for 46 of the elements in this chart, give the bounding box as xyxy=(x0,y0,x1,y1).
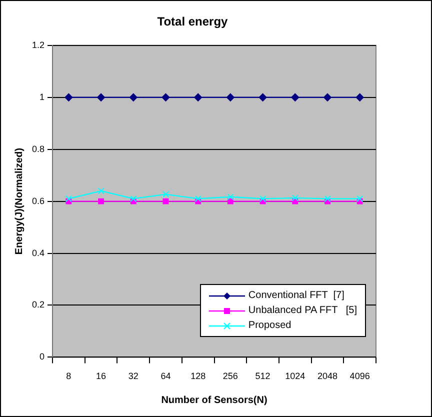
point xyxy=(323,93,332,102)
x-tick-label: 4096 xyxy=(350,371,370,382)
point xyxy=(356,93,364,102)
x-tick-label: 2048 xyxy=(317,371,338,382)
point xyxy=(64,93,73,102)
point xyxy=(98,188,104,194)
y-tick-label: 0.8 xyxy=(32,144,45,154)
point xyxy=(129,93,138,102)
point xyxy=(162,190,170,198)
point xyxy=(194,93,202,102)
x-tick-label: 64 xyxy=(160,371,171,382)
x-tick-label: 32 xyxy=(128,371,138,382)
y-tick-label: 0.6 xyxy=(32,196,45,206)
point xyxy=(259,195,266,202)
point xyxy=(65,195,72,202)
chart-title: Total energy xyxy=(157,14,228,29)
point xyxy=(194,195,202,202)
x-tick-label: 1024 xyxy=(285,371,306,382)
legend-label: Conventional FFT [7] xyxy=(248,290,344,302)
y-tick-label: 0.2 xyxy=(32,300,45,310)
point xyxy=(227,194,234,200)
x-tick-label: 16 xyxy=(96,371,106,382)
y-axis-title: Energy(J)(Normalized) xyxy=(14,148,25,255)
point xyxy=(356,195,364,202)
point xyxy=(226,93,234,102)
x-tick-label: 8 xyxy=(66,371,72,382)
x-tick-label: 128 xyxy=(190,371,206,382)
x-tick-label: 512 xyxy=(255,371,270,382)
point xyxy=(291,93,300,102)
point xyxy=(258,93,267,102)
point xyxy=(130,195,137,202)
point xyxy=(292,194,298,202)
point xyxy=(324,195,331,202)
x-tick-label: 256 xyxy=(222,371,238,382)
point xyxy=(97,93,106,102)
legend-label: Unbalanced PA FFT [5] xyxy=(248,305,357,316)
point xyxy=(162,198,169,204)
y-tick-label: 1.2 xyxy=(32,40,45,50)
point xyxy=(227,198,234,204)
x-axis-title: Number of Sensors(N) xyxy=(161,394,268,406)
y-tick-label: 0 xyxy=(39,352,45,362)
y-tick-label: 1 xyxy=(39,92,45,102)
y-tick-label: 0.4 xyxy=(32,248,45,258)
point xyxy=(162,93,170,102)
legend-label: Proposed xyxy=(248,320,292,332)
point xyxy=(98,198,104,204)
